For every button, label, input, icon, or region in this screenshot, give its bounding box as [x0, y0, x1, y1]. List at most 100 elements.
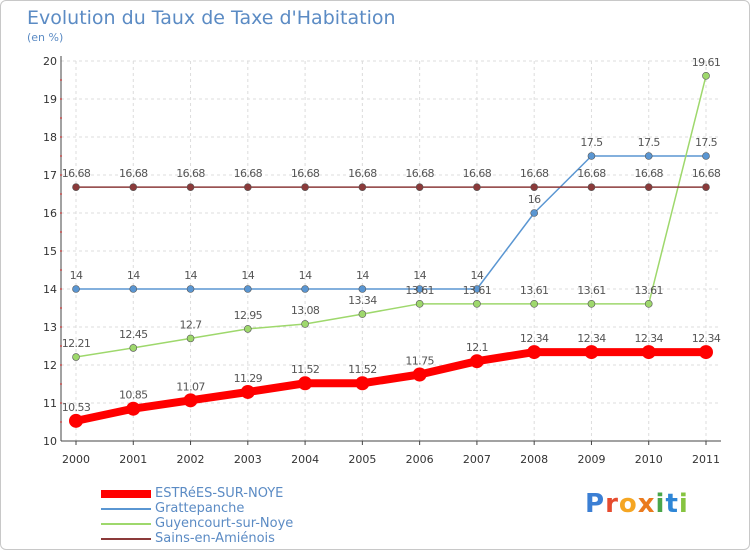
data-label: 16.68	[692, 167, 721, 180]
data-label: 11.29	[234, 372, 263, 385]
x-tick-label: 2009	[577, 453, 605, 466]
logo-letter: t	[665, 489, 679, 519]
chart-subtitle: (en %)	[27, 31, 64, 44]
data-label: 16.68	[348, 167, 377, 180]
data-point	[186, 183, 195, 191]
data-point	[129, 344, 138, 352]
x-tick-label: 2006	[406, 453, 434, 466]
data-point	[473, 300, 481, 308]
data-label: 16	[528, 193, 541, 206]
logo-letter: x	[637, 489, 656, 519]
data-point	[702, 152, 710, 160]
data-label: 13.34	[348, 294, 377, 307]
grid-lines	[61, 60, 721, 442]
data-label: 12.1	[466, 341, 488, 354]
data-label: 13.61	[520, 284, 549, 297]
data-label: 11.75	[405, 355, 434, 368]
x-tick-label: 2011	[692, 453, 720, 466]
data-point	[298, 376, 313, 391]
data-point	[126, 401, 141, 416]
y-tick-label: 19	[43, 93, 57, 106]
data-label: 14	[356, 269, 369, 282]
data-point	[644, 300, 653, 308]
data-label: 10.85	[119, 389, 148, 402]
y-tick-label: 15	[43, 245, 57, 258]
series-line	[75, 75, 707, 358]
x-tick-label: 2007	[463, 453, 491, 466]
y-tick-label: 12	[43, 359, 57, 372]
x-axis-ticks: 2000 2001 2002 2003 2004 2005 2006 2007 2008 2009…	[62, 441, 720, 466]
data-point	[641, 345, 656, 360]
data-point	[412, 367, 427, 382]
data-point	[415, 183, 424, 191]
data-point	[702, 183, 710, 191]
data-label: 14	[299, 269, 312, 282]
axes	[60, 56, 721, 442]
data-label: 17.5	[638, 136, 661, 149]
data-point	[584, 345, 599, 360]
data-label: 11.52	[348, 363, 377, 376]
series-layer	[69, 72, 713, 428]
y-tick-label: 18	[43, 131, 57, 144]
y-tick-label: 14	[43, 283, 57, 296]
legend-label: Sains-en-Amiénois	[155, 531, 275, 546]
data-label: 12.34	[520, 332, 549, 345]
data-point	[702, 72, 710, 80]
data-label: 12.95	[234, 309, 263, 322]
x-tick-label: 2000	[62, 453, 90, 466]
data-point	[415, 285, 424, 293]
y-tick-label: 13	[43, 321, 57, 334]
data-label: 14	[127, 269, 140, 282]
data-label: 16.68	[520, 167, 549, 180]
data-point	[644, 152, 653, 160]
data-label: 16.68	[405, 167, 434, 180]
logo-letter: i	[678, 489, 689, 519]
data-label: 14	[184, 269, 197, 282]
legend-swatch	[101, 508, 151, 510]
x-tick-label: 2005	[348, 453, 376, 466]
data-point	[415, 300, 424, 308]
legend-label: ESTRéES-SUR-NOYE	[155, 486, 284, 501]
data-point	[69, 413, 83, 428]
data-point	[244, 183, 252, 191]
data-label: 12.34	[577, 332, 606, 345]
data-point	[644, 183, 653, 191]
series-line	[75, 155, 707, 290]
data-label: 16.68	[577, 167, 606, 180]
x-tick-label: 2001	[119, 453, 147, 466]
data-point	[530, 183, 538, 191]
data-point	[129, 183, 138, 191]
data-label: 16.68	[291, 167, 320, 180]
data-point	[244, 325, 252, 333]
data-label: 14	[471, 269, 484, 282]
logo-letter: o	[618, 489, 638, 519]
data-label: 17.5	[580, 136, 603, 149]
data-label: 13.61	[634, 284, 663, 297]
logo-letter: r	[605, 489, 619, 519]
data-point	[186, 334, 195, 343]
logo-letter: i	[655, 489, 666, 519]
data-label: 10.53	[62, 401, 91, 414]
data-label: 16.68	[463, 167, 492, 180]
data-label: 11.07	[176, 380, 205, 393]
y-tick-label: 10	[43, 435, 57, 448]
data-point	[301, 183, 309, 191]
data-label: 19.61	[692, 56, 721, 69]
x-tick-label: 2010	[635, 453, 663, 466]
legend-swatch	[101, 538, 151, 540]
data-label: 12.34	[692, 332, 721, 345]
data-label: 14	[70, 269, 83, 282]
legend-label: Guyencourt-sur-Noye	[155, 516, 294, 531]
data-label: 16.68	[176, 167, 205, 180]
data-point	[358, 285, 367, 293]
data-point	[530, 209, 538, 217]
y-tick-label: 11	[43, 397, 57, 410]
data-point	[183, 393, 198, 408]
data-point	[301, 285, 309, 293]
data-label: 13.61	[577, 284, 606, 297]
data-point	[530, 300, 538, 308]
data-point	[244, 285, 252, 293]
data-label: 13.61	[405, 284, 434, 297]
